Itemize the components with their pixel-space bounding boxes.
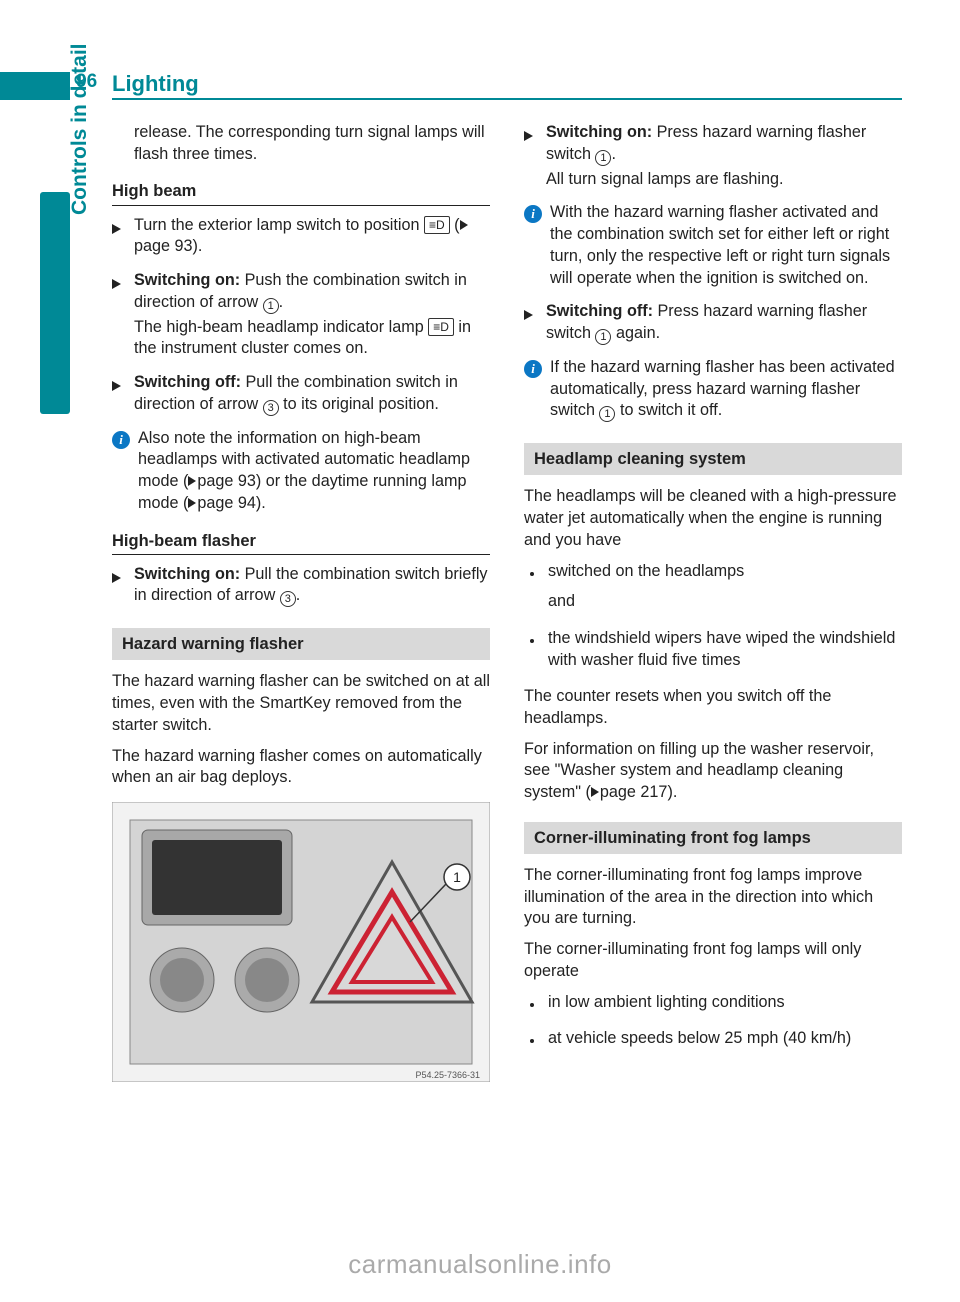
- info-note: i Also note the information on high-beam…: [112, 428, 490, 518]
- subheading-rule: [112, 554, 490, 555]
- info-icon: i: [524, 202, 542, 292]
- bullet-item: the windshield wipers have wiped the win…: [530, 628, 902, 680]
- callout-1-icon: 1: [263, 298, 279, 314]
- body-text: With the hazard warning flasher activate…: [550, 202, 902, 289]
- body-text: For information on filling up the washer…: [524, 739, 902, 804]
- body-text: Turn the exterior lamp switch to positio…: [134, 215, 490, 258]
- body-text: release. The corresponding turn signal l…: [134, 122, 490, 165]
- step-arrow-icon: [112, 270, 126, 363]
- page-title: Lighting: [112, 71, 199, 97]
- info-icon: i: [524, 357, 542, 425]
- hazard-switch-figure: 1 P54.25-7366-31: [112, 802, 490, 1082]
- body-text: The headlamps will be cleaned with a hig…: [524, 486, 902, 551]
- step-item: Switching on: Press hazard warning flash…: [524, 122, 902, 193]
- body-text: the windshield wipers have wiped the win…: [548, 628, 902, 671]
- intro-continuation: release. The corresponding turn signal l…: [134, 122, 490, 168]
- step-arrow-icon: [112, 564, 126, 611]
- body-text: The hazard warning flasher can be switch…: [112, 671, 490, 736]
- side-tab: [40, 192, 70, 414]
- body-text: The high-beam headlamp indicator lamp ≡D…: [134, 317, 490, 360]
- step-item: Switching off: Press hazard warning flas…: [524, 301, 902, 348]
- manual-page: 96 Lighting Controls in detail release. …: [0, 0, 960, 1302]
- content-columns: release. The corresponding turn signal l…: [112, 122, 902, 1103]
- step-arrow-icon: [112, 215, 126, 261]
- info-note: i If the hazard warning flasher has been…: [524, 357, 902, 425]
- left-column: release. The corresponding turn signal l…: [112, 122, 490, 1103]
- section-heading-corner: Corner-illuminating front fog lamps: [524, 822, 902, 854]
- callout-3-icon: 3: [263, 400, 279, 416]
- body-text: switched on the headlamps: [548, 561, 744, 583]
- info-note: i With the hazard warning flasher activa…: [524, 202, 902, 292]
- body-text: The corner-illuminating front fog lamps …: [524, 865, 902, 930]
- bullet-item: in low ambient lighting conditions: [530, 992, 902, 1023]
- step-arrow-icon: [524, 122, 538, 193]
- body-text: Switching off: Pull the combination swit…: [134, 372, 490, 416]
- callout-1-icon: 1: [595, 150, 611, 166]
- bullet-item: at vehicle speeds below 25 mph (40 km/h): [530, 1028, 902, 1059]
- header-rule: [112, 98, 902, 100]
- info-icon: i: [112, 428, 130, 518]
- bullet-icon: [530, 992, 540, 1023]
- body-text: If the hazard warning flasher has been a…: [550, 357, 902, 422]
- callout-1-icon: 1: [599, 406, 615, 422]
- body-text: Switching on: Pull the combination switc…: [134, 564, 490, 608]
- header-accent: [0, 72, 70, 100]
- side-label: Controls in detail: [68, 43, 92, 215]
- step-arrow-icon: [112, 372, 126, 419]
- callout-1-icon: 1: [595, 329, 611, 345]
- figure-caption: P54.25-7366-31: [415, 1070, 480, 1080]
- section-heading-headlamp-clean: Headlamp cleaning system: [524, 443, 902, 475]
- step-item: Switching off: Pull the combination swit…: [112, 372, 490, 419]
- subheading-hb-flasher: High-beam flasher: [112, 530, 490, 552]
- body-text: Switching off: Press hazard warning flas…: [546, 301, 902, 345]
- body-text: The counter resets when you switch off t…: [524, 686, 902, 729]
- step-item: Switching on: Pull the combination switc…: [112, 564, 490, 611]
- subheading-rule: [112, 205, 490, 206]
- step-item: Turn the exterior lamp switch to positio…: [112, 215, 490, 261]
- right-column: Switching on: Press hazard warning flash…: [524, 122, 902, 1103]
- body-text: in low ambient lighting conditions: [548, 992, 785, 1014]
- body-text: The corner-illuminating front fog lamps …: [524, 939, 902, 982]
- page-ref-icon: [188, 498, 196, 508]
- page-ref-icon: [460, 220, 468, 230]
- step-item: Switching on: Push the combination switc…: [112, 270, 490, 363]
- page-ref-icon: [188, 476, 196, 486]
- body-text: Also note the information on high-beam h…: [138, 428, 490, 515]
- bullet-icon: [530, 561, 540, 622]
- body-text: Switching on: Push the combination switc…: [134, 270, 490, 314]
- subheading-high-beam: High beam: [112, 180, 490, 202]
- bullet-icon: [530, 1028, 540, 1059]
- highbeam-icon: ≡D: [428, 318, 454, 336]
- section-heading-hazard: Hazard warning flasher: [112, 628, 490, 660]
- body-text: at vehicle speeds below 25 mph (40 km/h): [548, 1028, 851, 1050]
- watermark: carmanualsonline.info: [0, 1249, 960, 1280]
- body-text: Switching on: Press hazard warning flash…: [546, 122, 902, 166]
- callout-3-icon: 3: [280, 591, 296, 607]
- body-text: The hazard warning flasher comes on auto…: [112, 746, 490, 789]
- page-ref-icon: [591, 787, 599, 797]
- body-text: All turn signal lamps are flashing.: [546, 169, 902, 191]
- body-text: and: [548, 591, 744, 613]
- bullet-item: switched on the headlamps and: [530, 561, 902, 622]
- step-arrow-icon: [524, 301, 538, 348]
- svg-text:1: 1: [453, 869, 461, 885]
- lamp-switch-icon: ≡D: [424, 216, 450, 234]
- bullet-icon: [530, 628, 540, 680]
